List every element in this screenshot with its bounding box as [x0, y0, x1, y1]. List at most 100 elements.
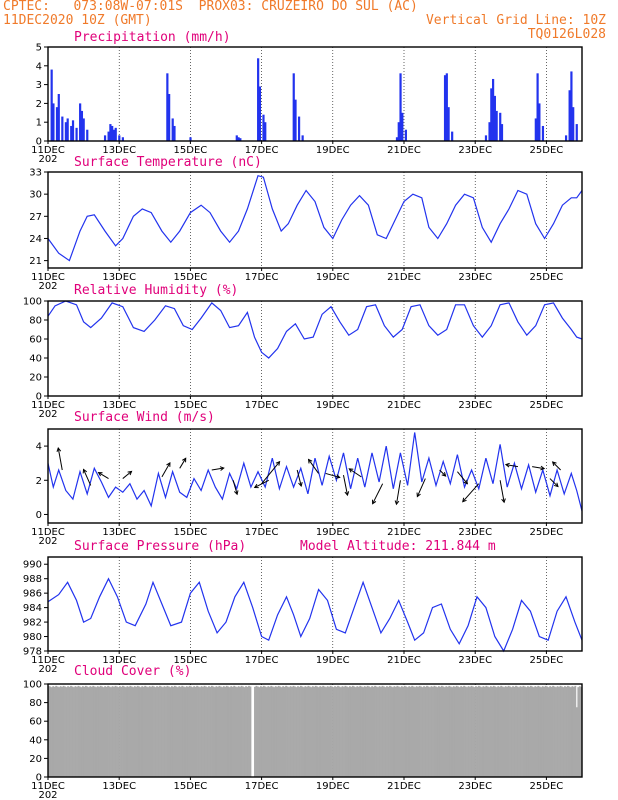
cloud-bar: [213, 687, 216, 777]
cloud-bar: [157, 686, 160, 777]
cloud-bar: [561, 686, 563, 777]
cloud-bar: [350, 686, 353, 777]
humidity-x-tick-label: 21DEC: [387, 400, 421, 411]
cloud-bar: [461, 686, 464, 777]
cloud-bar: [510, 687, 513, 777]
cloud-bar: [83, 686, 86, 777]
cloud-y-tick-label: 40: [29, 735, 42, 746]
cloud-bar: [494, 686, 497, 777]
cloud-bar: [537, 685, 540, 777]
precip-bar: [568, 90, 571, 141]
cloud-bar: [74, 686, 77, 777]
cloud-bar: [215, 686, 218, 777]
cloud-bar: [148, 686, 151, 777]
precip-bar: [52, 103, 55, 141]
cloud-bar: [424, 686, 427, 777]
cloud-bar: [513, 686, 516, 777]
cloud-bar: [558, 686, 560, 777]
precip-bar: [111, 125, 114, 141]
cloud-y-tick-label: 60: [29, 717, 42, 728]
cloud-bar: [529, 685, 532, 777]
cloud-bar: [455, 685, 458, 777]
cloud-bar: [160, 686, 163, 777]
pressure-y-tick-label: 982: [23, 618, 42, 629]
cloud-y-tick-label: 0: [36, 773, 42, 784]
wind-wind-arrowhead: [371, 499, 377, 505]
cloud-bar: [492, 685, 495, 777]
temp-x-tick-label: 15DEC: [174, 272, 208, 283]
cloud-bar: [233, 685, 236, 777]
wind-wind-arrow: [395, 480, 401, 505]
precip-bar: [264, 122, 267, 141]
cloud-bar: [469, 686, 471, 777]
temp-x-tick-label: 11DEC: [31, 272, 65, 283]
cloud-bar: [254, 686, 256, 777]
temp-x-tick-label: 13DEC: [102, 272, 136, 283]
wind-wind-arrow: [296, 469, 302, 487]
cloud-bar: [384, 687, 387, 777]
cloud-bar: [448, 685, 451, 777]
cloud-bar: [243, 687, 246, 777]
cloud-bar: [295, 687, 298, 777]
cloud-bar: [329, 685, 332, 777]
wind-x-tick-label: 23DEC: [458, 527, 492, 538]
wind-x-tick-label: 17DEC: [245, 527, 279, 538]
precip-bar: [235, 135, 238, 141]
cloud-bar: [291, 686, 293, 777]
precip-bar: [109, 124, 112, 141]
cloud-bar: [485, 685, 488, 777]
cloud-bar: [559, 685, 562, 777]
cloud-bar: [133, 686, 136, 777]
cloud-bar: [399, 687, 402, 777]
pressure-y-tick-label: 986: [23, 589, 42, 600]
cloud-x-tick-label: 25DEC: [530, 781, 564, 792]
cloud-bar: [546, 686, 549, 777]
precip-x-tick-label: 23DEC: [458, 145, 492, 156]
cloud-bar: [317, 687, 320, 777]
wind-wind-arrowhead: [348, 468, 354, 473]
cloud-bar: [371, 686, 373, 777]
cloud-bar: [240, 685, 243, 777]
wind-wind-arrow: [83, 469, 92, 486]
cloud-bar: [405, 686, 408, 777]
cloud-bar: [173, 685, 176, 777]
cloud-bar: [231, 686, 234, 777]
precip-bar: [395, 137, 399, 141]
cloud-bar: [308, 686, 311, 777]
cloud-bar: [569, 687, 572, 777]
cloud-bar: [497, 686, 500, 777]
cloud-bar: [472, 686, 474, 777]
cloud-bar: [139, 687, 142, 777]
precip-bar: [292, 73, 295, 141]
cloud-bar: [375, 686, 378, 777]
cloud-bar: [544, 685, 547, 777]
pressure-x-tick-label: 25DEC: [530, 655, 564, 666]
cloud-bar: [357, 686, 360, 777]
cloud-bar: [433, 685, 436, 777]
humidity-x-tick-label: 13DEC: [102, 400, 136, 411]
humidity-x-tick-label: 17DEC: [245, 400, 279, 411]
cloud-bar: [417, 686, 419, 777]
cloud-bar: [403, 685, 406, 777]
wind-wind-arrowhead: [551, 461, 557, 466]
temp-frame: [47, 171, 583, 269]
humidity-x-tick-label: 25DEC: [530, 400, 564, 411]
cloud-bar: [397, 686, 400, 777]
cloud-bar: [365, 686, 368, 777]
precip-x-tick-label: 17DEC: [245, 145, 279, 156]
cloud-bar: [276, 686, 279, 777]
cloud-bar: [90, 686, 93, 777]
cloud-bar: [234, 686, 237, 777]
pressure-y-tick-label: 980: [23, 632, 42, 643]
cloud-bar: [154, 687, 157, 777]
cloud-bar: [507, 685, 510, 777]
cloud-bar: [65, 687, 68, 777]
pressure-x-year-label: 202: [38, 664, 57, 675]
wind-x-tick-label: 13DEC: [102, 527, 136, 538]
wind-wind-arrowhead: [416, 492, 421, 498]
humidity-y-tick-label: 60: [29, 335, 42, 346]
cloud-bar: [369, 687, 372, 777]
pressure-title: Surface Pressure (hPa): [74, 539, 247, 554]
cloud-bar: [550, 686, 553, 777]
cloud-bar: [476, 686, 479, 777]
